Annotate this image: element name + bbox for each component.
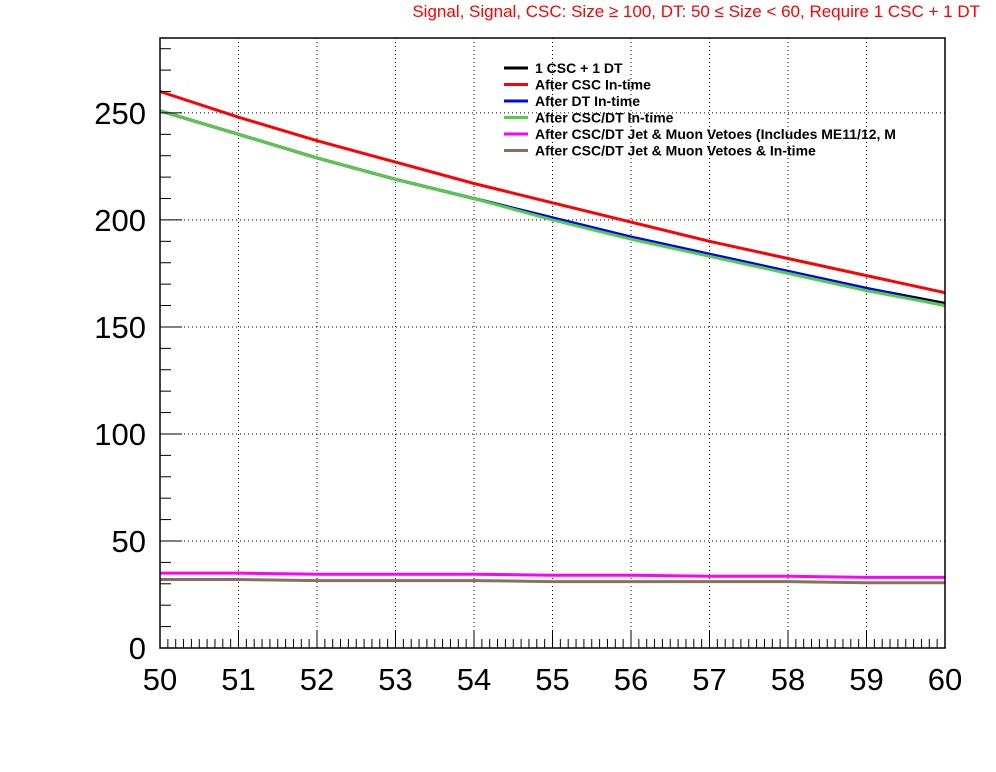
y-tick-label: 200 bbox=[94, 203, 146, 238]
legend-label-6: After CSC/DT Jet & Muon Vetoes & In-time bbox=[535, 143, 816, 159]
x-tick-label: 51 bbox=[221, 662, 255, 697]
x-tick-label: 58 bbox=[771, 662, 805, 697]
legend-label-5: After CSC/DT Jet & Muon Vetoes (Includes… bbox=[535, 126, 896, 142]
x-tick-label: 54 bbox=[457, 662, 491, 697]
legend-label-3: After DT In-time bbox=[535, 93, 640, 109]
x-tick-label: 50 bbox=[143, 662, 177, 697]
legend-label-2: After CSC In-time bbox=[535, 77, 651, 93]
x-tick-label: 55 bbox=[535, 662, 569, 697]
x-tick-label: 57 bbox=[692, 662, 726, 697]
x-tick-label: 53 bbox=[378, 662, 412, 697]
x-tick-label: 56 bbox=[614, 662, 648, 697]
x-tick-label: 60 bbox=[928, 662, 962, 697]
series-line-5 bbox=[160, 571, 945, 579]
legend-label-4: After CSC/DT In-time bbox=[535, 110, 674, 126]
y-tick-label: 150 bbox=[94, 310, 146, 345]
chart-title: Signal, Signal, CSC: Size ≥ 100, DT: 50 … bbox=[412, 2, 980, 21]
series-line-6 bbox=[160, 578, 945, 585]
y-tick-label: 50 bbox=[112, 524, 146, 559]
y-tick-label: 0 bbox=[129, 631, 146, 666]
legend-label-1: 1 CSC + 1 DT bbox=[535, 60, 623, 76]
series-lines bbox=[159, 90, 946, 585]
y-tick-label: 250 bbox=[94, 96, 146, 131]
y-tick-label: 100 bbox=[94, 417, 146, 452]
x-tick-label: 59 bbox=[849, 662, 883, 697]
series-line-2 bbox=[159, 90, 946, 295]
grid bbox=[160, 38, 945, 648]
series-line-4 bbox=[159, 109, 946, 307]
x-tick-label: 52 bbox=[300, 662, 334, 697]
